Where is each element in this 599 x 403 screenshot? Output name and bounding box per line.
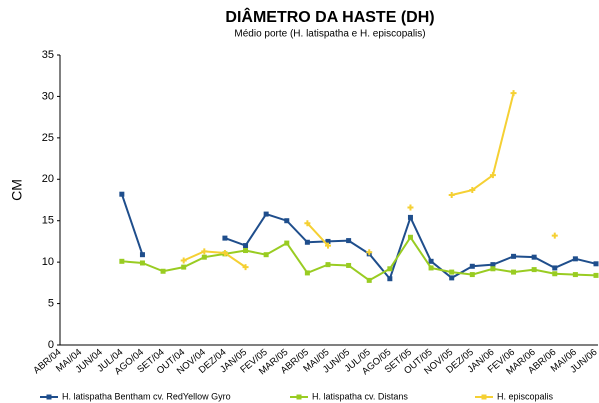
y-axis-label: CM: [9, 179, 25, 201]
legend-marker: [481, 394, 487, 400]
marker: [489, 172, 496, 179]
marker: [160, 268, 166, 274]
marker: [469, 272, 475, 278]
legend-marker: [296, 394, 302, 400]
marker: [469, 263, 475, 269]
marker: [242, 264, 249, 271]
marker: [263, 211, 269, 217]
marker: [222, 235, 228, 241]
legend-label: H. latispatha Bentham cv. RedYellow Gyro: [62, 391, 231, 401]
marker: [531, 267, 537, 273]
marker: [284, 218, 290, 224]
marker: [119, 258, 125, 264]
y-tick-label: 30: [42, 90, 54, 102]
marker: [531, 254, 537, 260]
y-tick-label: 10: [42, 256, 54, 268]
marker: [263, 252, 269, 258]
marker: [325, 262, 331, 268]
marker: [201, 254, 207, 260]
marker: [552, 271, 558, 277]
y-tick-label: 35: [42, 49, 54, 61]
marker: [469, 187, 476, 194]
marker: [325, 238, 331, 244]
marker: [407, 204, 414, 211]
marker: [366, 277, 372, 283]
marker: [346, 262, 352, 268]
marker: [593, 272, 599, 278]
marker: [449, 269, 455, 275]
marker: [551, 232, 558, 239]
legend-label: H. latispatha cv. Distans: [312, 391, 408, 401]
series-line: [121, 235, 597, 282]
y-tick-label: 20: [42, 173, 54, 185]
marker: [407, 234, 413, 240]
marker: [552, 265, 558, 271]
marker: [407, 214, 413, 220]
marker: [428, 265, 434, 271]
marker: [511, 253, 517, 259]
marker: [221, 250, 228, 257]
marker: [572, 256, 578, 262]
series-line: [184, 93, 555, 267]
marker: [346, 238, 352, 244]
marker: [181, 264, 187, 270]
chart-subtitle: Médio porte (H. latispatha e H. episcopa…: [234, 29, 425, 40]
y-tick-label: 15: [42, 215, 54, 227]
marker: [448, 192, 455, 199]
marker: [139, 260, 145, 266]
marker: [304, 220, 311, 227]
marker: [201, 248, 208, 255]
marker: [510, 90, 517, 97]
marker: [119, 191, 125, 197]
marker: [284, 240, 290, 246]
legend-marker: [46, 394, 52, 400]
marker: [243, 248, 249, 254]
chart-title: DIÂMETRO DA HASTE (DH): [225, 7, 434, 26]
marker: [304, 270, 310, 276]
marker: [366, 249, 373, 256]
series-line: [120, 193, 597, 281]
y-tick-label: 5: [48, 297, 54, 309]
marker: [325, 242, 331, 249]
marker: [304, 239, 310, 245]
marker: [511, 269, 517, 275]
marker: [243, 243, 249, 249]
marker: [593, 261, 599, 267]
marker: [139, 252, 145, 258]
marker: [490, 266, 496, 272]
y-tick-label: 25: [42, 132, 54, 144]
marker: [387, 276, 393, 282]
marker: [180, 257, 187, 264]
marker: [428, 258, 434, 264]
marker: [572, 272, 578, 278]
legend-label: H. episcopalis: [497, 391, 554, 401]
marker: [449, 275, 455, 281]
marker: [490, 262, 496, 268]
marker: [387, 266, 393, 272]
y-tick-label: 0: [48, 339, 54, 351]
